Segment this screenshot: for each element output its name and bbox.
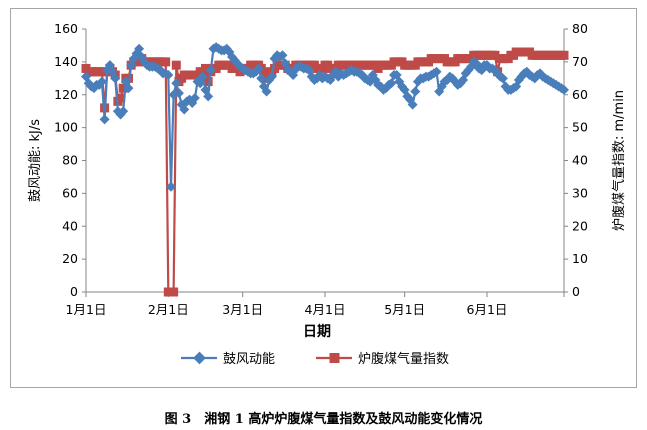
- series-1-point: [165, 181, 176, 192]
- series-1-point: [261, 86, 272, 97]
- x-tick-label: 1月1日: [66, 302, 107, 317]
- series-1-point: [516, 71, 527, 82]
- series-1-point: [280, 58, 291, 69]
- series-2-point: [97, 67, 107, 77]
- x-tick-label: 6月1日: [467, 302, 508, 317]
- y-right-tick-label: 10: [572, 251, 588, 266]
- series-layer: [81, 42, 569, 297]
- series-2-point: [161, 57, 171, 67]
- series-2-point: [171, 60, 181, 70]
- y-axis-right-label: 炉腹煤气量指数: m/min: [611, 90, 627, 231]
- x-tick-label: 2月1日: [148, 302, 189, 317]
- y-right-tick-label: 20: [572, 218, 588, 233]
- series-1-point: [203, 91, 214, 102]
- series-1-point: [120, 76, 131, 87]
- series-1-point: [410, 86, 421, 97]
- series-1-point: [205, 65, 216, 76]
- series-1-point: [250, 66, 261, 77]
- series-1-point: [232, 58, 243, 69]
- y-right-tick-label: 60: [572, 87, 588, 102]
- chart-frame: 0 20 40 60 80 100 120 140 160 0 10 20 30 40 50 60 70 80 1月…: [10, 8, 637, 388]
- series-2-point: [490, 50, 500, 60]
- y-right-tick-label: 80: [572, 21, 588, 36]
- legend-series-2-marker: [329, 353, 340, 363]
- legend: 鼓风动能 炉腹煤气量指数: [181, 351, 449, 367]
- series-1-point: [163, 70, 174, 81]
- series-1-point: [266, 71, 277, 82]
- series-2-point: [123, 73, 133, 83]
- series-1-point: [123, 83, 134, 94]
- series-1-point: [96, 76, 107, 87]
- series-2-point: [259, 67, 269, 77]
- y-left-tick-label: 100: [54, 120, 78, 135]
- series-1-point: [134, 43, 145, 54]
- series-1-point: [333, 71, 344, 82]
- series-1-point: [99, 114, 110, 125]
- y-left-tick-label: 140: [54, 54, 78, 69]
- x-tick-label: 3月1日: [222, 302, 263, 317]
- series-1-point: [197, 71, 208, 82]
- series-2-line: [85, 50, 564, 294]
- series-2-point: [169, 287, 179, 297]
- series-2-point: [559, 50, 569, 60]
- series-2-point: [203, 77, 213, 87]
- chart-svg: 0 20 40 60 80 100 120 140 160 0 10 20 30 40 50 60 70 80 1月…: [28, 21, 627, 367]
- series-1-point: [118, 106, 129, 117]
- series-2-point: [201, 63, 210, 73]
- series-1-point: [386, 78, 397, 89]
- y-right-tick-label: 70: [572, 54, 588, 69]
- y-left-tick-label: 0: [70, 284, 78, 299]
- series-1-point: [471, 58, 482, 69]
- series-1-point: [110, 73, 121, 84]
- y-left-tick-label: 160: [54, 21, 78, 36]
- figure-caption: 图 3 湘钢 1 高炉炉腹煤气量指数及鼓风动能变化情况: [164, 412, 483, 427]
- series-1-point: [407, 99, 418, 110]
- legend-series-1-marker: [193, 351, 206, 365]
- x-axis-label: 日期: [303, 324, 331, 340]
- series-1-point: [173, 88, 184, 99]
- series-1-point: [497, 73, 508, 84]
- series-1-point: [330, 66, 341, 77]
- y-left-tick-label: 20: [62, 251, 78, 266]
- legend-series-1-label: 鼓风动能: [223, 352, 275, 367]
- series-1-point: [256, 73, 267, 84]
- series-1-point: [179, 104, 190, 115]
- series-1-point: [189, 93, 200, 104]
- series-2-point: [116, 93, 126, 103]
- series-1-point: [107, 66, 118, 77]
- legend-series-2-label: 炉腹煤气量指数: [358, 351, 449, 367]
- series-1-point: [431, 66, 442, 77]
- series-1-point: [277, 50, 288, 61]
- y-left-tick-label: 120: [54, 87, 78, 102]
- series-2-point: [118, 83, 128, 93]
- x-tick-label: 5月1日: [384, 302, 425, 317]
- series-1-point: [521, 66, 532, 77]
- x-tick-label: 4月1日: [305, 302, 346, 317]
- y-right-tick-label: 0: [572, 284, 580, 299]
- y-left-tick-label: 60: [62, 185, 78, 200]
- y-left-tick-label: 40: [62, 218, 78, 233]
- series-1-point: [559, 84, 569, 95]
- ticks-layer: 0 20 40 60 80 100 120 140 160 0 10 20 30 40 50 60 70 80 1月…: [54, 21, 588, 317]
- series-1-point: [171, 78, 182, 89]
- y-axis-left-label: 鼓风动能: kJ/s: [28, 119, 43, 202]
- y-right-tick-label: 50: [572, 120, 588, 135]
- y-right-tick-label: 30: [572, 185, 588, 200]
- y-left-tick-label: 80: [62, 153, 78, 168]
- y-right-tick-label: 40: [572, 153, 588, 168]
